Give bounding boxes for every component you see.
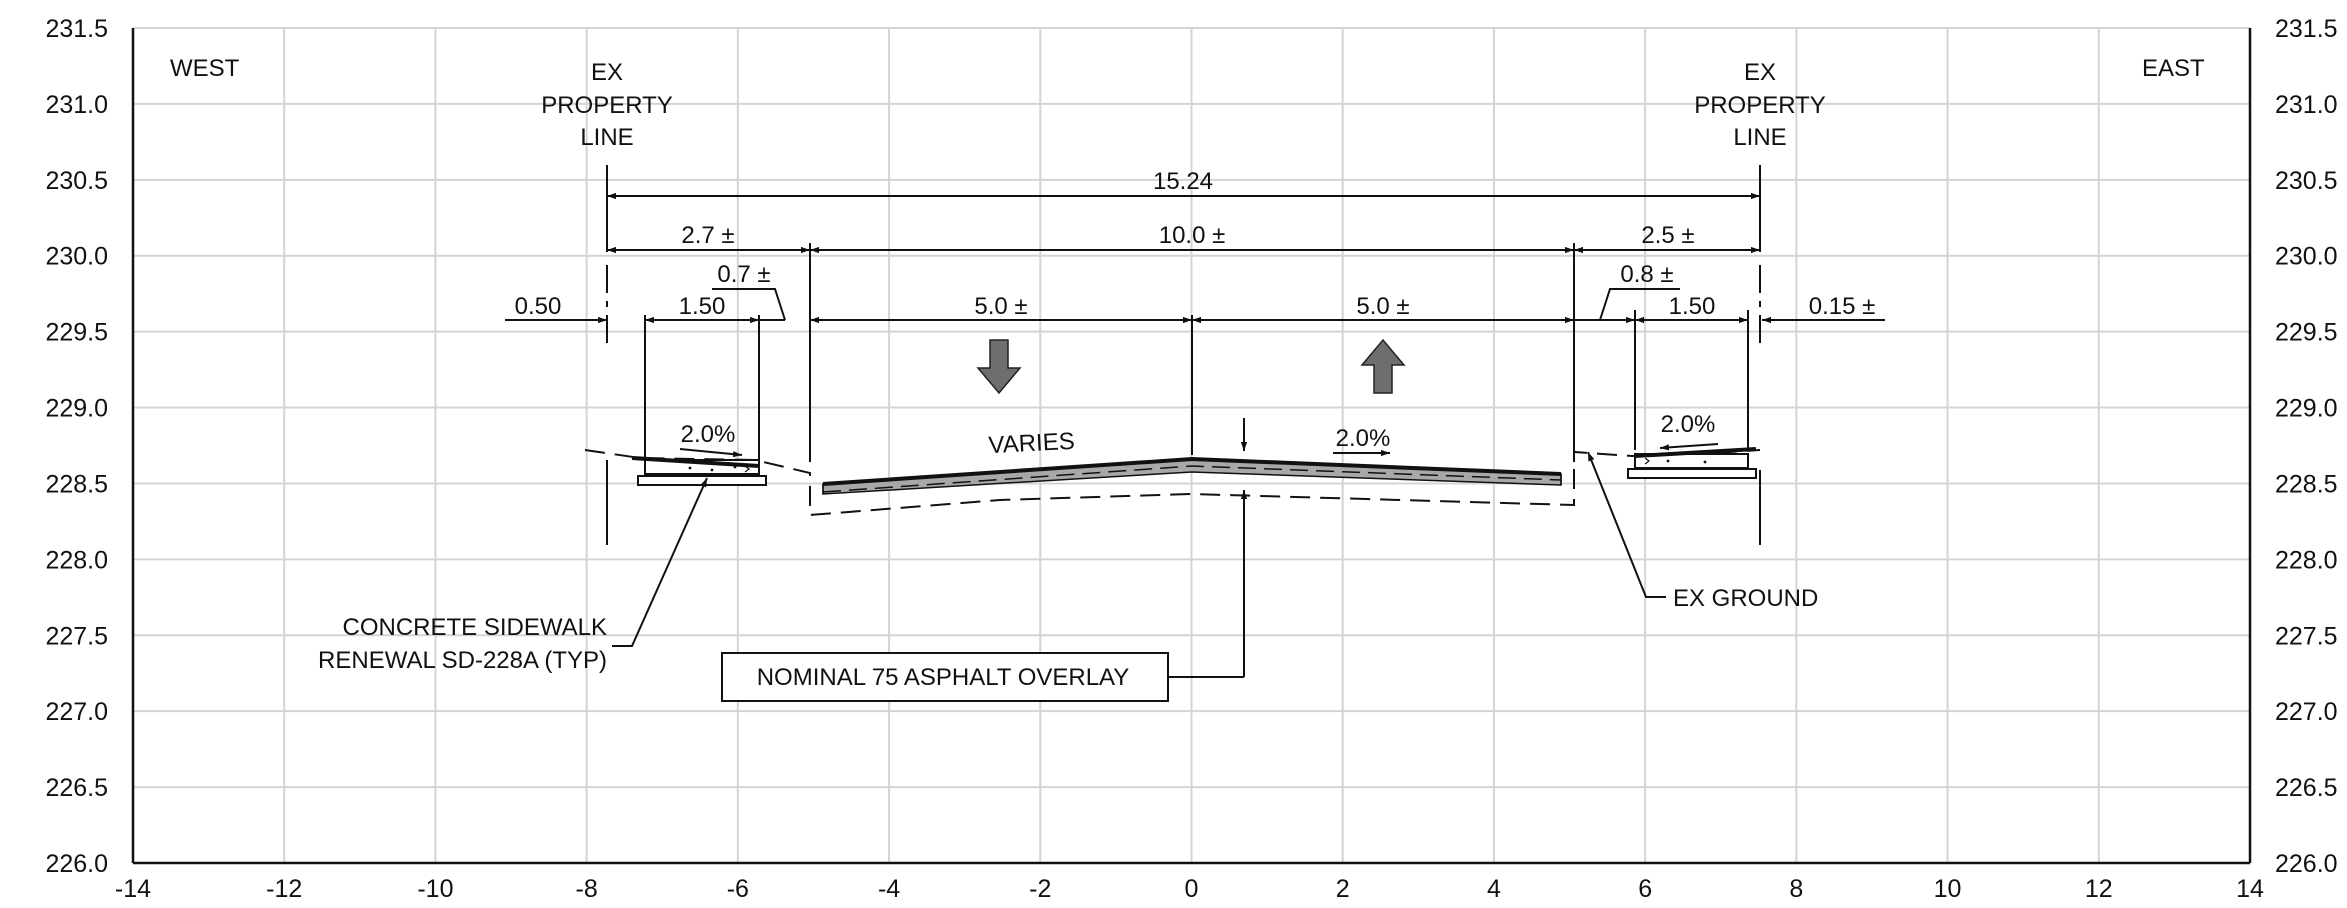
dimension-lines [505, 192, 1885, 324]
y-tick-label-left: 227.0 [45, 698, 108, 726]
dim-west-blvd: 2.7 ± [681, 222, 734, 249]
y-tick-label-right: 228.0 [2275, 546, 2338, 574]
west-sidewalk-base [637, 475, 767, 486]
y-tick-label-right: 226.5 [2275, 774, 2338, 802]
east-sidewalk-base [1627, 468, 1757, 479]
overlay-note: NOMINAL 75 ASPHALT OVERLAY [757, 664, 1130, 691]
property-line-east-line1: EX [1744, 59, 1776, 86]
y-tick-label-left: 228.0 [45, 546, 108, 574]
overlay-note-box [721, 652, 1169, 702]
property-line-east-line3: LINE [1733, 124, 1786, 151]
property-line-west-line2: PROPERTY [541, 92, 673, 119]
y-tick-label-right: 230.0 [2275, 243, 2338, 271]
dim-west-sidewalk: 1.50 [679, 293, 726, 320]
y-tick-label-right: 231.5 [2275, 15, 2338, 43]
slope-west-sidewalk: 2.0% [681, 421, 736, 448]
dim-east-blvd: 2.5 ± [1641, 222, 1694, 249]
y-tick-label-left: 231.0 [45, 91, 108, 119]
dim-east-lane: 5.0 ± [1356, 293, 1409, 320]
x-tick-label: 10 [1934, 875, 1962, 903]
y-tick-label-left: 231.5 [45, 15, 108, 43]
y-tick-label-left: 229.5 [45, 319, 108, 347]
x-axis-ticks: -14 -12 -10 -8 -6 -4 -2 0 2 4 6 8 10 12 14 [115, 875, 2264, 903]
varies-label: VARIES [988, 428, 1076, 459]
dim-east-offset: 0.15 ± [1809, 293, 1876, 320]
finished-road-surface [822, 456, 1562, 486]
y-tick-label-left: 230.5 [45, 167, 108, 195]
y-tick-label-right: 227.5 [2275, 622, 2338, 650]
dim-east-sidewalk: 1.50 [1669, 293, 1716, 320]
y-axis-ticks-left: 226.0 226.5 227.0 227.5 228.0 228.5 229.0 229.5… [45, 15, 108, 878]
dim-west-offset: 0.50 [515, 293, 562, 320]
existing-ground-line [584, 449, 1761, 517]
roadway-section [822, 456, 1562, 495]
x-tick-label: 6 [1638, 875, 1652, 903]
northbound-arrow-icon [1360, 338, 1406, 394]
y-tick-label-right: 231.0 [2275, 91, 2338, 119]
slope-east-sidewalk: 2.0% [1661, 411, 1716, 438]
x-tick-label: -14 [115, 875, 151, 903]
y-tick-label-left: 226.0 [45, 850, 108, 878]
x-tick-label: 4 [1487, 875, 1501, 903]
west-label: WEST [170, 55, 240, 82]
overlay-leader [1168, 418, 1248, 678]
east-sidewalk [1627, 443, 1757, 479]
y-tick-label-left: 228.5 [45, 470, 108, 498]
dim-east-strip: 0.8 ± [1620, 261, 1673, 288]
ex-ground-leader [1587, 451, 1666, 598]
grid [132, 27, 2251, 864]
y-tick-label-left: 229.0 [45, 395, 108, 423]
y-tick-label-right: 227.0 [2275, 698, 2338, 726]
property-line-west-line1: EX [591, 59, 623, 86]
overlay-dashed-line [822, 465, 1562, 493]
ex-ground-label: EX GROUND [1673, 585, 1818, 612]
extension-lines [606, 165, 1761, 545]
property-line-west-line3: LINE [580, 124, 633, 151]
property-line-east-line2: PROPERTY [1694, 92, 1826, 119]
y-tick-label-left: 230.0 [45, 243, 108, 271]
y-tick-label-right: 230.5 [2275, 167, 2338, 195]
east-label: EAST [2142, 55, 2205, 82]
y-tick-label-right: 226.0 [2275, 850, 2338, 878]
dim-overall: 15.24 [1153, 168, 1213, 195]
x-tick-label: 12 [2085, 875, 2113, 903]
west-sidewalk [631, 448, 767, 486]
y-tick-label-left: 227.5 [45, 622, 108, 650]
y-tick-label-right: 229.5 [2275, 319, 2338, 347]
y-tick-label-right: 228.5 [2275, 470, 2338, 498]
property-line-label-east: EX PROPERTY LINE [1694, 59, 1826, 151]
x-tick-label: 8 [1789, 875, 1803, 903]
x-tick-label: -4 [878, 875, 900, 903]
x-tick-label: -6 [727, 875, 749, 903]
y-tick-label-right: 229.0 [2275, 395, 2338, 423]
y-axis-ticks-right: 226.0 226.5 227.0 227.5 228.0 228.5 229.0 229.5… [2275, 15, 2338, 878]
dim-west-lane: 5.0 ± [974, 293, 1027, 320]
x-tick-label: -10 [417, 875, 453, 903]
plot-frame [131, 28, 2252, 865]
sidewalk-note-line1: CONCRETE SIDEWALK [343, 614, 607, 641]
dim-west-strip: 0.7 ± [717, 261, 770, 288]
sidewalk-note-line2: RENEWAL SD-228A (TYP) [318, 647, 607, 674]
slope-east-road: 2.0% [1336, 425, 1391, 452]
x-tick-label: -12 [266, 875, 302, 903]
southbound-arrow-icon [976, 339, 1022, 395]
sidewalk-leader [612, 477, 708, 647]
x-tick-label: 2 [1336, 875, 1350, 903]
dim-roadway: 10.0 ± [1159, 222, 1226, 249]
y-tick-label-left: 226.5 [45, 774, 108, 802]
x-tick-label: 14 [2236, 875, 2264, 903]
x-tick-label: 0 [1185, 875, 1199, 903]
x-tick-label: -8 [576, 875, 598, 903]
property-line-label-west: EX PROPERTY LINE [541, 59, 673, 151]
x-tick-label: -2 [1029, 875, 1051, 903]
